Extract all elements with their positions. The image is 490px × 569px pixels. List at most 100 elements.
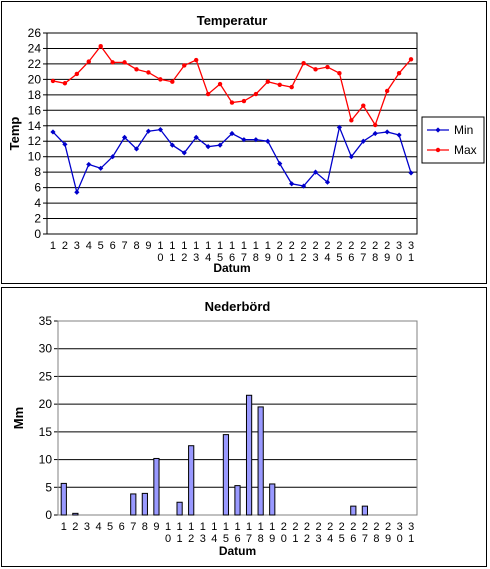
data-point-min xyxy=(277,161,283,167)
data-point-max xyxy=(373,122,378,128)
x-tick-label: 9 xyxy=(145,240,151,252)
data-point-max xyxy=(361,103,366,108)
data-point-min xyxy=(217,142,223,148)
y-tick-label: 14 xyxy=(28,119,42,133)
data-point-min xyxy=(312,169,319,175)
data-point-max xyxy=(193,57,199,63)
x-tick-label: 4 xyxy=(95,521,101,533)
data-point-min xyxy=(265,138,271,144)
data-point-min xyxy=(133,146,140,152)
data-point-max xyxy=(217,81,223,87)
data-point-min xyxy=(324,179,331,185)
data-point-max xyxy=(158,77,163,82)
precipitation-chart-panel: 0 5 10 15 20 25 30 35 1 2 3 4 5 6 7 8 9 1 0 1 1 1 2 1 3 1 4 1 5 1 6 1 7 1… xyxy=(1,287,487,567)
legend-label: Min xyxy=(454,123,473,137)
data-point-min xyxy=(301,183,307,189)
data-point-max xyxy=(277,82,282,87)
data-point-max xyxy=(241,98,247,104)
bar xyxy=(350,505,357,516)
x-axis-title: Datum xyxy=(219,544,256,558)
data-point-max xyxy=(396,71,402,76)
data-point-max xyxy=(50,78,56,84)
x-tick-label: 7 xyxy=(122,240,128,252)
y-tick-label: 15 xyxy=(39,425,53,439)
plot-area xyxy=(58,321,417,515)
legend-marker xyxy=(435,147,441,153)
data-point-max xyxy=(98,43,103,49)
x-tick-label: 1 xyxy=(61,521,67,533)
bar xyxy=(141,492,148,516)
temperature-chart-panel: 0 2 4 6 8 10 12 14 16 18 20 22 24 26 1 2 3 4 5 6 7 8 9 1 0 1 1 1 2 1 3… xyxy=(1,1,487,284)
y-tick-label: 10 xyxy=(28,150,42,164)
data-point-max xyxy=(301,60,306,66)
data-point-max xyxy=(146,70,151,75)
data-point-max xyxy=(265,79,271,84)
y-tick-label: 20 xyxy=(28,72,42,86)
x-axis-title: Datum xyxy=(213,261,250,275)
chart-title: Nederbörd xyxy=(205,299,271,314)
data-point-min xyxy=(86,161,92,168)
x-tick-label: 8 xyxy=(133,240,139,252)
bar xyxy=(60,482,67,516)
x-tick-label: 2 xyxy=(72,521,78,533)
data-point-max xyxy=(62,81,68,86)
x-tick-label: 9 xyxy=(153,521,159,533)
bar xyxy=(188,445,195,516)
x-tick-label: 6 xyxy=(110,240,116,252)
data-point-max xyxy=(313,67,318,72)
data-point-max xyxy=(170,79,175,84)
legend-marker xyxy=(435,127,441,133)
data-point-min xyxy=(384,129,390,135)
data-point-max xyxy=(384,88,390,94)
data-point-min xyxy=(110,154,116,160)
data-point-min xyxy=(289,181,295,187)
y-tick-label: 10 xyxy=(39,453,53,467)
x-tick-label: 7 xyxy=(130,521,136,533)
data-point-max xyxy=(86,59,91,64)
bar xyxy=(222,434,230,516)
bar xyxy=(153,457,160,516)
y-tick-label: 20 xyxy=(39,397,53,411)
data-point-max xyxy=(110,60,115,65)
data-point-max xyxy=(408,57,414,62)
y-tick-label: 35 xyxy=(39,314,53,328)
x-tick-label: 5 xyxy=(107,521,113,533)
data-point-min xyxy=(62,141,68,147)
x-tick-label: 3 xyxy=(74,240,80,252)
bar xyxy=(245,394,253,516)
bar xyxy=(234,485,241,516)
data-point-min xyxy=(74,189,80,195)
bar xyxy=(72,512,79,516)
y-tick-label: 12 xyxy=(28,134,42,148)
y-tick-label: 22 xyxy=(28,57,42,71)
x-tick-label: 6 xyxy=(119,521,125,533)
